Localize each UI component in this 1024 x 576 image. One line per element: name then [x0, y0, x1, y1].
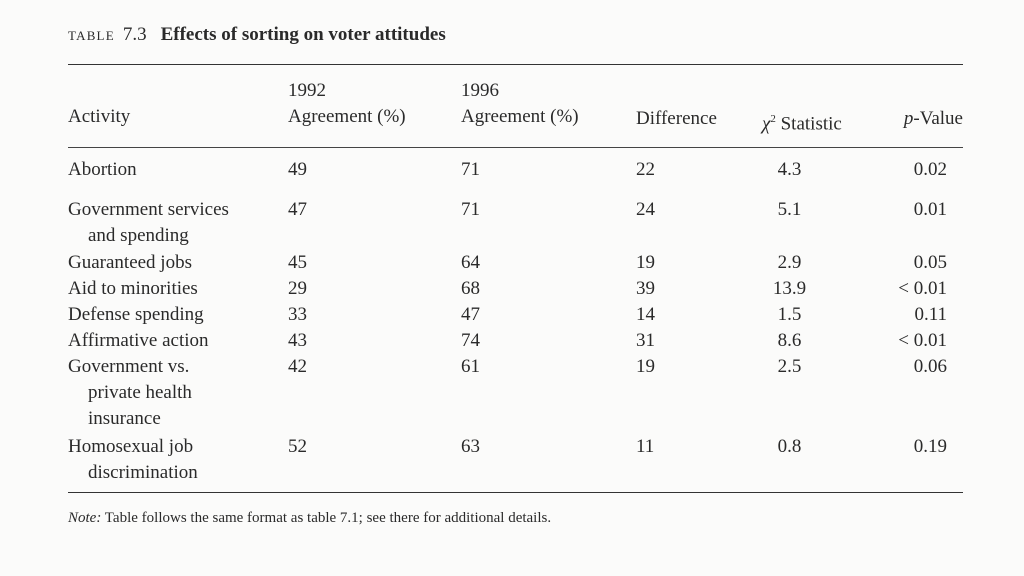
cell-activity: Government vs. private health insurance	[68, 354, 268, 432]
cell-chi-statistic: 1.5	[777, 304, 802, 325]
header-difference: Difference	[636, 108, 717, 129]
header-chi-statistic: χ2 Statistic	[762, 113, 842, 135]
cell-difference: 19	[636, 356, 655, 377]
cell-activity: Aid to minorities	[68, 276, 268, 302]
activity-line: discrimination	[88, 462, 198, 483]
header-rule	[68, 147, 963, 148]
activity-line: Government vs.	[68, 356, 190, 377]
activity-line: private health	[88, 382, 192, 403]
cell-1996: 71	[461, 159, 480, 180]
cell-1992: 45	[288, 252, 307, 273]
header-p-value: p-Value	[903, 108, 963, 129]
cell-activity: Abortion	[68, 157, 268, 183]
header-1996-year: 1996	[461, 80, 499, 101]
cell-1992: 29	[288, 278, 307, 299]
header-1996-label: Agreement (%)	[461, 106, 579, 127]
cell-activity: Guaranteed jobs	[68, 250, 268, 276]
cell-difference: 11	[636, 436, 655, 457]
caption-number: 7.3	[122, 24, 147, 45]
cell-chi-statistic: 0.8	[777, 436, 802, 457]
cell-difference: 19	[636, 252, 655, 273]
cell-1992: 47	[288, 199, 307, 220]
cell-chi-statistic: 5.1	[777, 199, 802, 220]
cell-chi-statistic: 13.9	[772, 278, 807, 299]
bottom-rule	[68, 492, 963, 493]
cell-p-value: < 0.01	[898, 330, 947, 351]
caption-title: Effects of sorting on voter attitudes	[160, 24, 446, 45]
cell-activity: Affirmative action	[68, 328, 268, 354]
note-text: Table follows the same format as table 7…	[101, 510, 552, 526]
cell-p-value: < 0.01	[898, 278, 947, 299]
table-note: Note: Table follows the same format as t…	[68, 510, 551, 527]
cell-p-value: 0.02	[913, 159, 947, 180]
header-1992: 1992 Agreement (%)	[288, 78, 406, 130]
activity-line: Defense spending	[68, 304, 204, 325]
cell-chi-statistic: 8.6	[777, 330, 802, 351]
cell-difference: 24	[636, 199, 655, 220]
cell-1996: 63	[461, 436, 480, 457]
header-activity: Activity	[68, 106, 131, 127]
cell-1996: 64	[461, 252, 480, 273]
header-1992-year: 1992	[288, 80, 326, 101]
cell-1996: 47	[461, 304, 480, 325]
cell-1996: 61	[461, 356, 480, 377]
cell-1992: 49	[288, 159, 307, 180]
header-1996: 1996 Agreement (%)	[461, 78, 579, 130]
activity-line: Government services	[68, 199, 229, 220]
table-caption: TABLE 7.3 Effects of sorting on voter at…	[68, 24, 446, 46]
activity-line: insurance	[88, 408, 161, 429]
cell-chi-statistic: 2.5	[777, 356, 802, 377]
activity-line: and spending	[88, 225, 189, 246]
cell-p-value: 0.06	[913, 356, 947, 377]
cell-1992: 33	[288, 304, 307, 325]
cell-activity: Homosexual job discrimination	[68, 434, 268, 486]
cell-activity: Government services and spending	[68, 197, 268, 249]
cell-1992: 43	[288, 330, 307, 351]
cell-1996: 74	[461, 330, 480, 351]
cell-1996: 71	[461, 199, 480, 220]
cell-1992: 42	[288, 356, 307, 377]
caption-label: TABLE	[68, 28, 115, 43]
activity-line: Guaranteed jobs	[68, 252, 192, 273]
cell-p-value: 0.11	[914, 304, 947, 325]
cell-difference: 22	[636, 159, 655, 180]
cell-p-value: 0.19	[913, 436, 947, 457]
activity-line: Homosexual job	[68, 436, 194, 457]
cell-difference: 31	[636, 330, 655, 351]
note-label: Note:	[68, 510, 102, 526]
top-rule	[68, 64, 963, 65]
cell-difference: 39	[636, 278, 655, 299]
cell-1996: 68	[461, 278, 480, 299]
cell-difference: 14	[636, 304, 655, 325]
cell-1992: 52	[288, 436, 307, 457]
activity-line: Abortion	[68, 159, 137, 180]
cell-p-value: 0.05	[913, 252, 947, 273]
activity-line: Aid to minorities	[68, 278, 198, 299]
cell-activity: Defense spending	[68, 302, 268, 328]
cell-chi-statistic: 2.9	[777, 252, 802, 273]
activity-line: Affirmative action	[68, 330, 209, 351]
header-1992-label: Agreement (%)	[288, 106, 406, 127]
cell-chi-statistic: 4.3	[777, 159, 802, 180]
cell-p-value: 0.01	[913, 199, 947, 220]
